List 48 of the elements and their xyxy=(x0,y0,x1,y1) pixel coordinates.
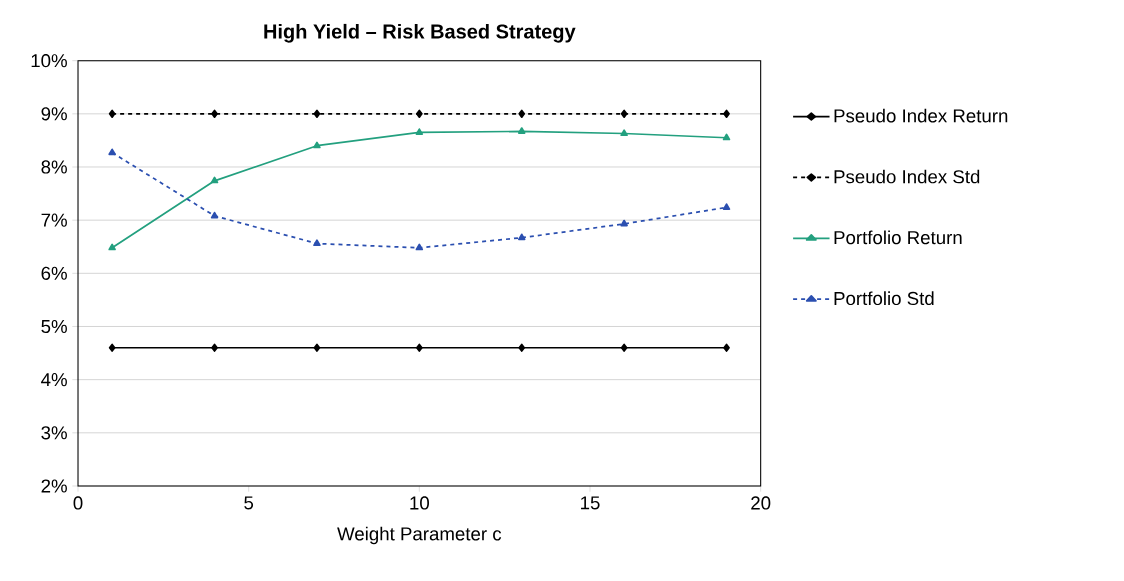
point xyxy=(210,176,219,184)
x-tick-label: 0 xyxy=(73,496,83,510)
point xyxy=(313,343,321,352)
legend-label: Pseudo Index Return xyxy=(834,108,1008,123)
y-tick-label: 9% xyxy=(41,107,67,121)
x-tick-label: 10 xyxy=(410,496,429,510)
y-tick-label: 2% xyxy=(41,479,67,493)
point xyxy=(518,109,526,119)
point xyxy=(723,109,730,119)
point xyxy=(723,343,730,352)
point xyxy=(108,343,116,352)
y-tick-label: 8% xyxy=(41,160,67,174)
legend-label: Portfolio Return xyxy=(834,230,962,245)
point xyxy=(518,343,526,352)
x-tick-label: 20 xyxy=(751,496,771,510)
legend-label: Pseudo Index Std xyxy=(834,169,980,184)
x-tick-label: 5 xyxy=(244,496,254,510)
point xyxy=(620,219,628,227)
point xyxy=(108,243,116,251)
legend-label: Portfolio Std xyxy=(834,291,934,306)
point xyxy=(313,141,321,149)
point xyxy=(211,109,218,119)
y-tick-label: 6% xyxy=(41,266,67,280)
chart-title: High Yield – Risk Based Strategy xyxy=(264,23,576,43)
x-axis-title: Weight Parameter c xyxy=(337,526,502,545)
point xyxy=(415,128,424,135)
point xyxy=(517,127,526,134)
point xyxy=(722,133,731,141)
y-tick-label: 5% xyxy=(41,319,67,334)
point xyxy=(620,343,628,352)
point xyxy=(722,203,731,210)
point xyxy=(313,239,321,247)
y-tick-label: 4% xyxy=(41,373,67,387)
point xyxy=(210,211,219,219)
point xyxy=(211,343,218,352)
point xyxy=(620,109,628,119)
point xyxy=(108,148,116,156)
x-tick-label: 15 xyxy=(581,496,600,510)
point xyxy=(415,343,423,352)
point xyxy=(108,109,116,119)
point xyxy=(415,243,424,251)
point xyxy=(313,109,321,119)
y-tick-label: 10% xyxy=(31,54,67,68)
y-tick-label: 7% xyxy=(41,213,67,227)
y-tick-label: 3% xyxy=(41,426,67,440)
point xyxy=(517,233,526,241)
point xyxy=(415,109,423,119)
point xyxy=(620,129,628,137)
